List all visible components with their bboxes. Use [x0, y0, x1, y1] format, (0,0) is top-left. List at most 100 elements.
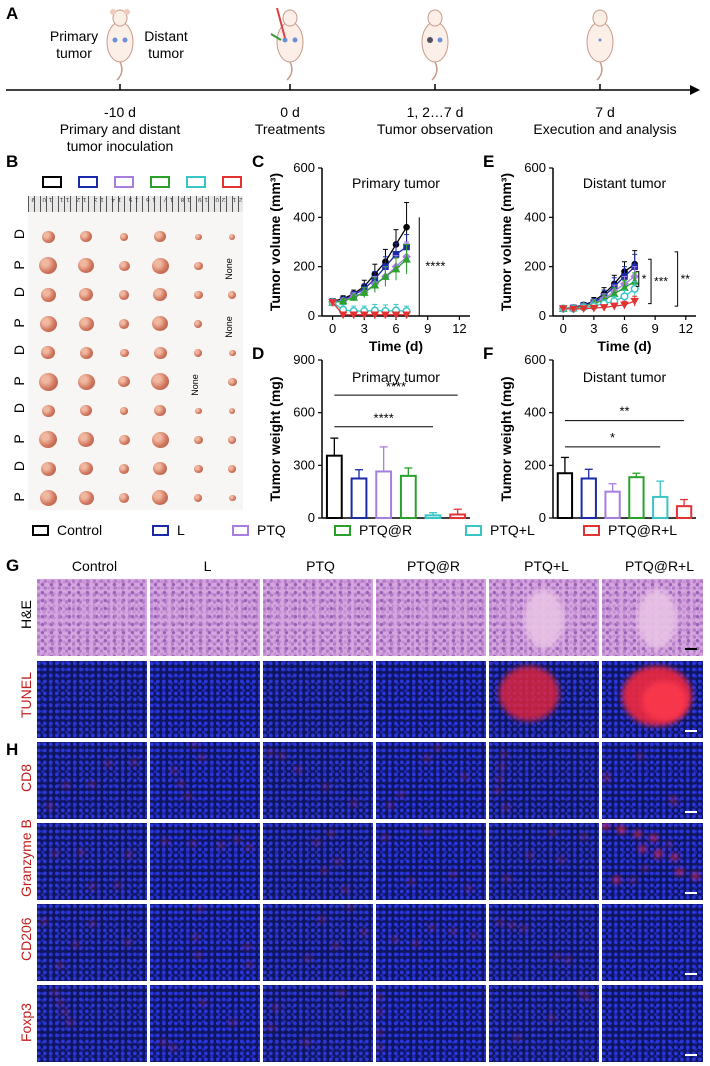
data-point [370, 311, 380, 320]
fluorescence-signal [279, 753, 285, 758]
histology-image [602, 579, 703, 656]
fluorescence-signal [105, 761, 111, 766]
none-label: None [223, 316, 234, 338]
histology-row-label: CD206 [18, 916, 34, 961]
photo-row-label: P [11, 318, 27, 328]
fluorescence-signal [73, 942, 79, 947]
fluorescence-signal [497, 920, 503, 925]
histology-image [376, 985, 486, 1062]
fluorescence-signal [333, 943, 339, 948]
chart-distant-weight: 0 200 400 600 Tumor weight (mg) Distant tumor… [498, 352, 696, 522]
series-PTQ@R+L [328, 299, 411, 320]
fluorescence-signal [579, 990, 585, 995]
tumor-specimen [193, 435, 203, 445]
fluorescence-signal [413, 941, 419, 946]
photo-row-label: P [11, 492, 27, 502]
timeline-primary-tumor-label: Primary tumor [49, 28, 99, 61]
tumor-specimen [229, 408, 235, 414]
tumor-specimen [79, 462, 93, 476]
histology-image [602, 904, 703, 981]
scale-bar [685, 1054, 697, 1056]
y-tick-label: 0 [308, 308, 315, 323]
group-color-box [222, 176, 242, 188]
fluorescence-signal [642, 681, 687, 721]
tumor-specimen [228, 349, 236, 357]
scale-bar [685, 648, 697, 650]
fluorescence-signal [244, 944, 250, 949]
bar-PTQ@R+L [449, 513, 467, 520]
fluorescence-signal [634, 831, 641, 837]
fluorescence-signal [613, 877, 620, 883]
y-tick-label: 600 [293, 160, 315, 175]
histology-image [263, 904, 373, 981]
timeline-distant-tumor-label: Distant tumor [144, 28, 188, 61]
fluorescence-signal [637, 589, 677, 649]
data-point [630, 277, 640, 285]
bar-PTQ@R [628, 476, 645, 519]
histology-column-header: PTQ@R [406, 558, 461, 574]
data-point [620, 301, 629, 310]
fluorescence-signal [450, 872, 456, 877]
significance-label: ** [681, 272, 691, 286]
tumor-specimen [41, 230, 55, 243]
histology-image [602, 742, 703, 819]
histology-image [602, 823, 703, 900]
fluorescence-signal [190, 841, 196, 846]
panel-label-b: B [6, 152, 19, 171]
photo-row-label: D [11, 286, 27, 298]
fluorescence-signal [549, 1015, 555, 1020]
ruler: 21 20 19 18 17 16 15 14 13 12 11 10 9 [28, 196, 243, 212]
fluorescence-signal [639, 846, 646, 852]
fluorescence-signal [398, 792, 404, 797]
significance-bracket [674, 251, 679, 307]
y-tick-label: 300 [293, 457, 315, 472]
panel-label-c: C [252, 152, 265, 171]
fluorescence-signal [604, 777, 610, 782]
fluorescence-signal [63, 783, 69, 788]
fluorescence-signal [461, 774, 467, 779]
fluorescence-signal [162, 839, 168, 844]
tumor-specimen [193, 261, 203, 271]
fluorescence-signal [630, 878, 636, 883]
fluorescence-signal [424, 828, 430, 833]
panel-label-a: A [6, 4, 19, 23]
mouse-illustration-2 [270, 7, 304, 81]
tumor-specimen [154, 405, 166, 417]
fluorescence-signal [131, 760, 137, 765]
fluorescence-signal [178, 781, 184, 786]
fluorescence-signal [234, 837, 240, 842]
bar-PTQ [604, 490, 621, 520]
histology-image [263, 661, 373, 738]
fluorescence-signal [89, 921, 95, 926]
fluorescence-signal [654, 854, 660, 859]
data-point [579, 305, 588, 313]
histology-image [263, 985, 373, 1062]
fluorescence-signal [321, 868, 327, 873]
fluorescence-signal [504, 876, 510, 881]
fluorescence-signal [424, 756, 430, 761]
y-tick-label: 0 [539, 510, 546, 522]
histology-column-header: PTQ+L [524, 558, 569, 574]
photo-row-label: P [11, 376, 27, 386]
legend-swatch [583, 524, 600, 536]
fluorescence-signal [125, 940, 131, 945]
tumor-specimen [120, 233, 128, 241]
histology-column-header: PTQ [306, 558, 335, 574]
legend-swatch [32, 524, 49, 536]
timeline-point-2: 0 d Treatments [230, 104, 350, 138]
tumor-specimen [152, 490, 168, 506]
tumor-specimen [228, 291, 236, 299]
fluorescence-signal [497, 776, 503, 781]
tumor-specimen [40, 287, 56, 302]
histology-image [376, 661, 486, 738]
histology-image [489, 985, 599, 1062]
histology-row-label: TUNEL [18, 671, 34, 718]
legend-swatch [152, 524, 169, 536]
tumor-specimen [119, 493, 129, 503]
histology-column-header: Control [71, 558, 118, 574]
significance-label: **** [374, 411, 394, 426]
fluorescence-signal [57, 1000, 63, 1005]
data-point [328, 299, 337, 307]
tumor-specimen [228, 494, 236, 502]
y-axis-label: Tumor weight (mg) [498, 377, 514, 502]
